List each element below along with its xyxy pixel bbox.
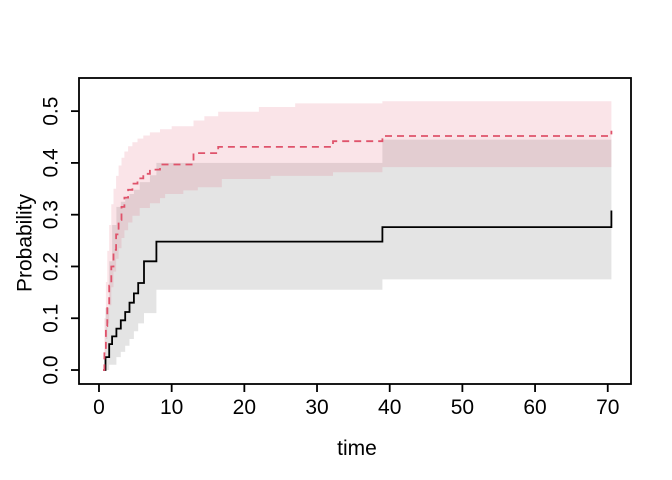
confidence-band-group1-gray [103,139,612,370]
y-axis-tick-label: 0.1 [40,304,63,333]
confidence-bands-layer [103,101,612,371]
estimate-curve-group2-red-dashed [103,130,613,371]
x-axis-tick-label: 40 [378,396,401,419]
plot-border-box [78,77,632,385]
y-axis-tick-label: 0.0 [40,355,63,384]
x-axis-tick-label: 60 [523,396,546,419]
x-axis-tick-label: 10 [160,396,183,419]
y-axis-title: Probability [14,193,37,292]
y-axis-tick-label: 0.4 [40,148,63,178]
x-axis-tick-label: 70 [596,396,619,419]
axes-layer: 0 10 20 30 40 50 60 70 0.0 0.1 0.2 0.3 0.4 0.5 [40,97,620,419]
x-axis-tick-label: 20 [233,396,256,419]
y-axis-tick-label: 0.5 [40,97,63,126]
x-axis-tick-label: 0 [93,396,105,419]
y-axis-tick-label: 0.2 [40,252,63,281]
estimate-curve-group1-black [103,210,613,371]
x-axis-tick-label: 30 [305,396,328,419]
y-axis-tick-label: 0.3 [40,200,63,229]
x-axis-tick-label: 50 [451,396,474,419]
step-curves-layer [103,130,613,371]
confidence-band-group2-pink [103,101,612,371]
x-axis-title: time [337,437,377,460]
